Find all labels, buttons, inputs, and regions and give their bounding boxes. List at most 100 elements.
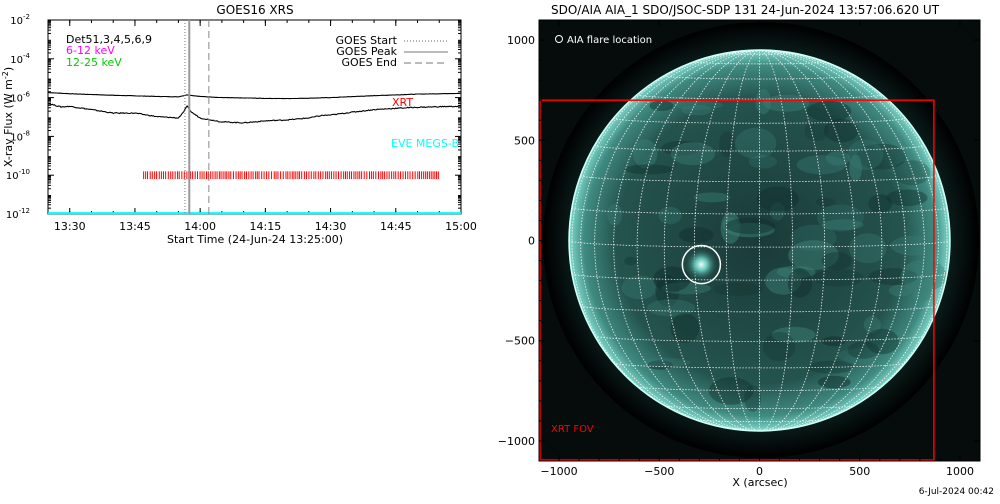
- disk-texture-patch: [817, 375, 851, 389]
- disk-texture-patch: [762, 331, 796, 362]
- goes-x-tick-label: 14:30: [315, 220, 347, 233]
- aia-y-tick-label: −1000: [498, 435, 535, 448]
- goes-y-tick-exponent: -2: [23, 13, 30, 21]
- goes-x-tick-label: 13:30: [54, 220, 86, 233]
- goes-y-axis-label-sup: -2: [1, 71, 10, 79]
- disk-texture: [607, 88, 947, 412]
- goes-y-tick-base: 10: [10, 132, 23, 143]
- legend-goes-peak: GOES Peak: [336, 45, 397, 58]
- goes-y-axis-label: X-ray Flux (W m-2): [1, 67, 15, 167]
- disk-texture-patch: [624, 164, 674, 175]
- disk-texture-patch: [815, 197, 836, 207]
- aia-x-tick-label: 0: [756, 465, 763, 478]
- disk-texture-patch: [787, 268, 813, 298]
- goes-x-tick-label: 15:00: [445, 220, 477, 233]
- legend-marker-circle: [555, 35, 563, 43]
- grid-meridian: [571, 49, 760, 428]
- disk-texture-patch: [661, 140, 703, 156]
- disk-texture-patch: [900, 259, 947, 292]
- disk-texture-patch: [681, 105, 713, 116]
- goes-xrs-panel: GOES16 XRS 10-1210-1010-810-610-410-213:…: [1, 3, 477, 246]
- disk-texture-patch: [817, 204, 864, 232]
- grid-meridian: [663, 49, 760, 432]
- disk-texture-patch: [770, 202, 785, 221]
- aia-x-tick-label: −1000: [540, 465, 577, 478]
- disk-texture-patch: [763, 94, 810, 112]
- disk-texture-patch: [678, 227, 714, 243]
- disk-texture-patch: [821, 336, 846, 347]
- disk-texture-patch: [868, 194, 893, 214]
- disk-texture-patch: [812, 269, 864, 287]
- disk-texture-patch: [865, 328, 899, 355]
- disk-texture-patch: [886, 189, 928, 207]
- aia-x-tick-label: 500: [849, 465, 870, 478]
- grid-parallel: [664, 405, 855, 409]
- grid-parallel: [580, 175, 939, 183]
- goes-y-tick-label: 10-6: [10, 91, 30, 105]
- grid-meridian: [759, 49, 906, 432]
- goes-title: GOES16 XRS: [216, 3, 293, 17]
- aia-x-tick-label: 1000: [946, 465, 974, 478]
- grid-parallel: [594, 335, 925, 342]
- disk-texture-patch: [744, 384, 761, 412]
- disk-texture-patch: [670, 313, 700, 344]
- disk-texture-patch: [621, 275, 658, 300]
- goes-event-lines: [184, 20, 210, 214]
- aia-legend-text: AIA flare location: [567, 35, 652, 46]
- disk-texture-patch: [647, 360, 673, 370]
- legend-goes-start: GOES Start: [336, 34, 398, 47]
- detector-label: Det51,3,4,5,6,9: [66, 33, 152, 46]
- disk-texture-patch: [796, 155, 847, 175]
- disk-texture-patch: [890, 235, 937, 256]
- disk-texture-patch: [647, 299, 696, 317]
- goes-y-tick-base: 10: [10, 16, 23, 27]
- aia-title: SDO/AIA AIA_1 SDO/JSOC-SDP 131 24-Jun-20…: [551, 3, 940, 17]
- goes-y-tick-exponent: -8: [23, 129, 30, 137]
- disk-texture-patch: [847, 341, 879, 359]
- grid-meridian: [759, 49, 825, 432]
- goes-y-tick-label: 10-8: [10, 129, 30, 143]
- grid-parallel: [637, 386, 882, 391]
- flare-location-circle: [681, 244, 722, 285]
- xrt-observation-bars: [143, 171, 439, 180]
- disk-texture-patch: [849, 154, 862, 182]
- aia-y-tick-label: 500: [514, 134, 535, 147]
- disk-texture-patch: [670, 142, 716, 166]
- disk-texture-patch: [607, 203, 623, 226]
- goes-x-tick-label: 14:00: [184, 220, 216, 233]
- disk-texture-patch: [863, 316, 881, 334]
- goes-y-tick-base: 10: [10, 94, 23, 105]
- disk-texture-patch: [912, 287, 933, 302]
- disk-texture-patch: [633, 139, 658, 169]
- grid-meridian: [759, 49, 939, 431]
- disk-texture-patch: [639, 358, 691, 367]
- disk-texture-patch: [649, 100, 674, 112]
- goes-y-tick-exponent: -12: [19, 207, 30, 215]
- disk-texture-patch: [756, 186, 799, 212]
- grid-meridian: [759, 49, 948, 428]
- disk-texture-patch: [748, 154, 778, 169]
- aia-axes: −1000 −500 0 500 1000 1000 500 0 −500 −1000: [498, 20, 980, 478]
- grid-parallel: [613, 362, 906, 369]
- disk-texture-patch: [708, 377, 754, 405]
- disk-texture-patch: [713, 282, 763, 296]
- eve-label: EVE MEGS-B: [391, 137, 459, 150]
- goes-y-tick-label: 10-4: [10, 52, 30, 66]
- grid-parallel: [636, 94, 883, 100]
- disk-texture-patch: [855, 143, 907, 170]
- disk-texture-patch: [771, 326, 816, 343]
- disk-texture-patch: [624, 256, 637, 266]
- aia-y-tick-label: 0: [528, 235, 535, 248]
- disk-texture-patch: [726, 222, 775, 238]
- goes-y-tick-base: 10: [6, 210, 19, 221]
- disk-texture-patch: [821, 252, 852, 270]
- disk-texture-patch: [725, 217, 776, 234]
- goes-y-tick-label: 10-2: [10, 13, 30, 27]
- aia-y-tick-label: −500: [505, 335, 535, 348]
- disk-texture-patch: [893, 160, 931, 186]
- solar-limb: [568, 49, 951, 432]
- grid-meridian: [759, 49, 883, 432]
- disk-texture-patch: [804, 120, 829, 142]
- grid-meridian: [759, 49, 794, 432]
